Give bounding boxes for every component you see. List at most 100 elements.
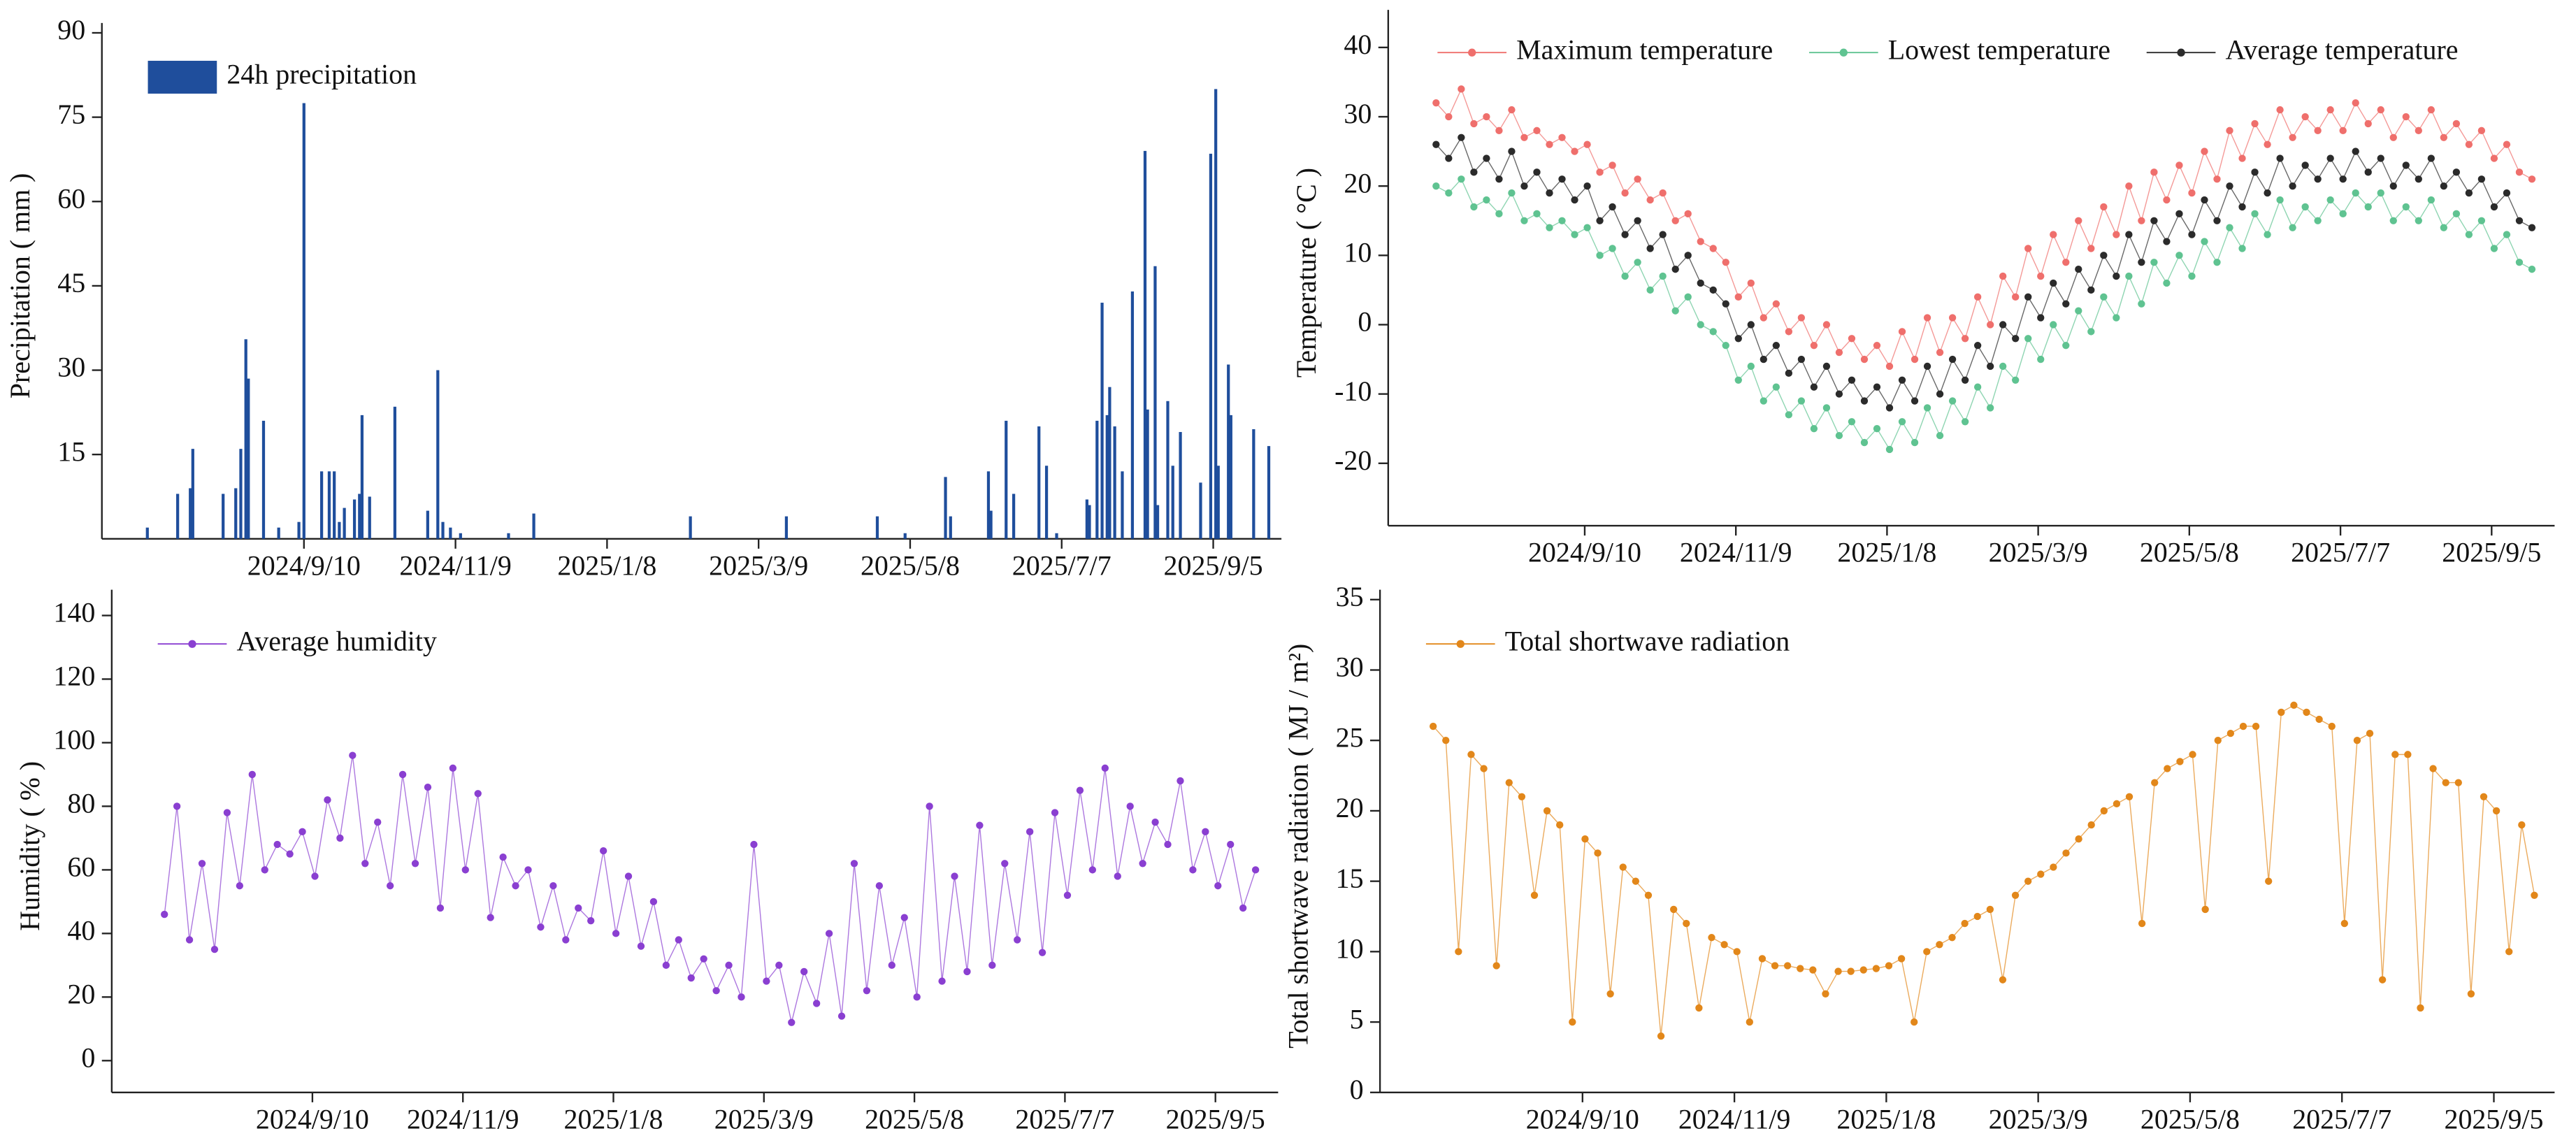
point <box>2364 120 2372 128</box>
point <box>737 993 745 1001</box>
point <box>2528 175 2536 183</box>
point <box>2150 217 2158 224</box>
point <box>336 834 344 842</box>
point <box>398 770 407 779</box>
point <box>1758 955 1766 963</box>
point <box>763 977 770 985</box>
point <box>1986 404 1994 412</box>
point <box>2452 168 2461 176</box>
point <box>2389 217 2397 224</box>
point <box>926 802 933 810</box>
y-tick-label: 0 <box>81 1042 95 1073</box>
point <box>1772 300 1780 308</box>
point <box>1634 175 1641 183</box>
point <box>2340 919 2349 928</box>
point <box>2492 807 2501 815</box>
point <box>499 854 507 861</box>
point <box>1546 189 1553 197</box>
point <box>1797 397 1806 405</box>
point <box>436 904 445 912</box>
y-tick-label: 10 <box>1344 236 1372 268</box>
point <box>1961 418 1969 426</box>
point <box>1961 335 1969 343</box>
y-tick-label: 0 <box>1358 306 1372 338</box>
point <box>750 840 758 849</box>
legend-marker <box>2177 48 2185 57</box>
series-line <box>164 755 1256 1023</box>
point <box>2440 224 2448 231</box>
point <box>1999 321 2007 329</box>
point <box>788 1018 796 1026</box>
point <box>1747 279 1755 287</box>
point <box>1848 418 1856 426</box>
point <box>2214 737 2222 744</box>
bar <box>1143 150 1147 539</box>
series-line <box>1432 705 2535 1037</box>
point <box>1747 362 1755 370</box>
point <box>1543 807 1551 815</box>
x-tick-label: 2025/7/7 <box>1015 1103 1114 1135</box>
legend-label: 24h precipitation <box>226 59 417 90</box>
point <box>1809 966 1817 974</box>
point <box>2505 948 2513 956</box>
point <box>1797 314 1806 322</box>
point <box>1810 425 1818 433</box>
point <box>2238 245 2246 252</box>
point <box>850 860 858 867</box>
point <box>1659 189 1667 197</box>
point <box>1683 919 1690 928</box>
point <box>2175 161 2183 169</box>
point <box>900 914 908 921</box>
point <box>1596 217 1604 224</box>
y-tick-label: 80 <box>67 788 95 819</box>
point <box>2037 355 2045 363</box>
bar <box>903 533 907 539</box>
point <box>1508 147 1516 155</box>
point <box>1923 362 1931 370</box>
point <box>1948 934 1956 942</box>
point <box>1227 840 1235 849</box>
point <box>2503 231 2511 238</box>
point <box>2163 238 2171 245</box>
point <box>1508 106 1516 114</box>
legend-label: Average humidity <box>236 625 437 656</box>
point <box>1026 828 1034 835</box>
bar <box>1153 266 1157 539</box>
point <box>1720 941 1728 949</box>
point <box>2138 217 2145 224</box>
point <box>2113 272 2120 280</box>
point <box>1848 335 1856 343</box>
point <box>1644 891 1653 899</box>
point <box>1847 967 1855 975</box>
point <box>2276 106 2284 114</box>
point <box>2377 154 2384 162</box>
point <box>1621 189 1629 197</box>
point <box>1609 203 1616 211</box>
point <box>1571 196 1578 204</box>
point <box>286 850 294 858</box>
point <box>1860 355 1869 363</box>
point <box>2301 161 2309 169</box>
point <box>725 961 733 970</box>
point <box>2201 147 2208 155</box>
point <box>2125 793 2134 800</box>
bar <box>875 516 879 539</box>
point <box>1114 872 1121 880</box>
y-tick-label: 120 <box>53 661 95 692</box>
point <box>1695 1004 1703 1012</box>
y-tick-label: 20 <box>1336 792 1364 823</box>
point <box>1772 383 1780 391</box>
point <box>2113 800 2121 808</box>
x-tick-label: 2024/9/10 <box>1526 1103 1639 1135</box>
point <box>1251 866 1260 874</box>
x-tick-label: 2025/9/5 <box>1166 1103 1265 1135</box>
point <box>2314 127 2322 135</box>
point <box>2339 210 2347 218</box>
point <box>1583 182 1591 190</box>
bar <box>989 510 993 539</box>
bar <box>191 449 194 539</box>
point <box>2213 175 2221 183</box>
point <box>2251 120 2259 128</box>
bar <box>343 507 346 539</box>
point <box>2402 203 2410 211</box>
